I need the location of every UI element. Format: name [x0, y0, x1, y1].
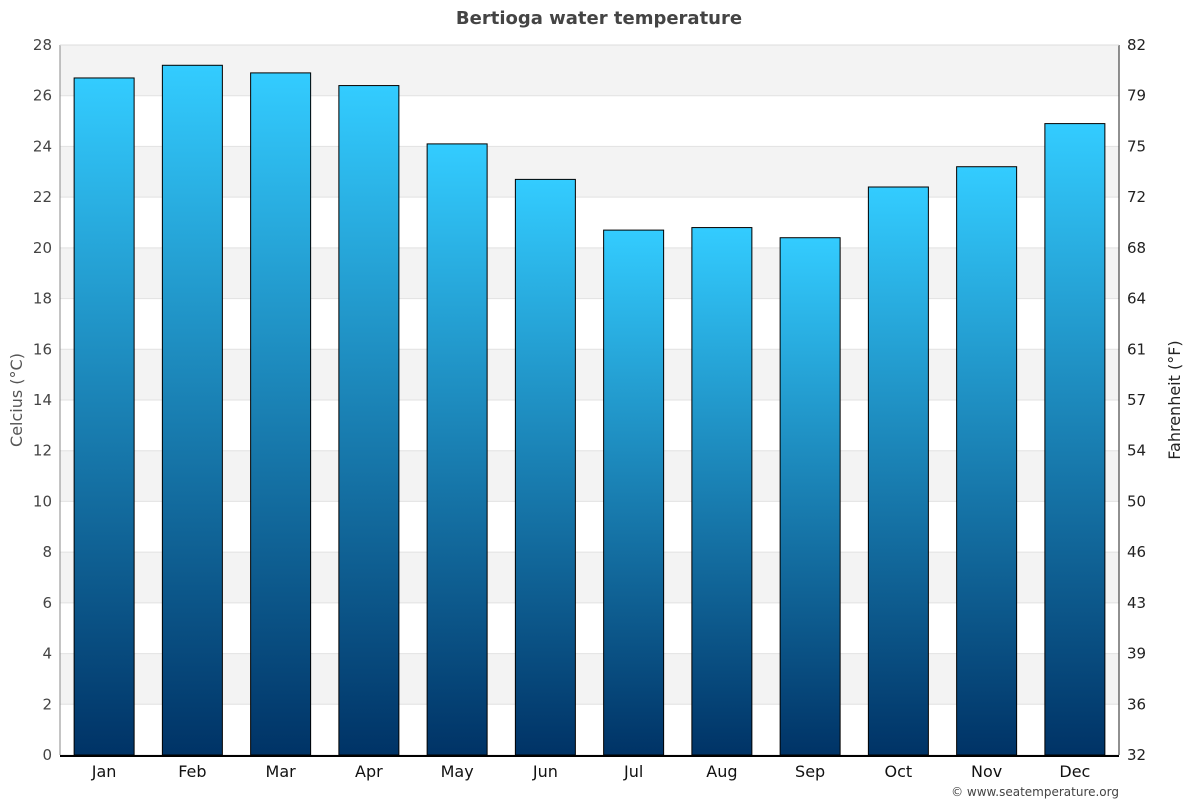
y-tick-label: 6 — [42, 594, 52, 612]
grid-band — [60, 45, 1119, 96]
y-tick-label: 28 — [33, 36, 52, 54]
y-tick-label: 24 — [33, 137, 52, 155]
bar-mar — [250, 72, 312, 756]
y-tick-label: 14 — [33, 391, 52, 409]
x-tick-label: Feb — [178, 762, 206, 781]
y-tick-label-right: 50 — [1127, 492, 1146, 510]
y-tick-label: 4 — [42, 645, 52, 663]
bar-dec — [1044, 123, 1106, 756]
y-tick-label-right: 72 — [1127, 188, 1146, 206]
x-tick-label: Jun — [532, 762, 558, 781]
y-tick-label: 8 — [42, 543, 52, 561]
x-tick-label: Sep — [795, 762, 825, 781]
grid-band — [60, 349, 1119, 400]
y-tick-label-right: 39 — [1127, 645, 1146, 663]
x-tick-label: Dec — [1059, 762, 1090, 781]
y-tick-label: 0 — [42, 746, 52, 764]
credit: © www.seatemperature.org — [951, 785, 1119, 799]
bar-jul — [603, 229, 665, 756]
bar-sep — [779, 237, 841, 756]
x-tick-label: Aug — [706, 762, 737, 781]
y-tick-label: 16 — [33, 340, 52, 358]
y-tick-label-right: 32 — [1127, 746, 1146, 764]
grid-band — [60, 653, 1119, 705]
x-tick-label: Jan — [91, 762, 117, 781]
y-tick-label-right: 68 — [1127, 239, 1146, 257]
x-tick-label: Jul — [623, 762, 643, 781]
bar-may — [426, 143, 488, 756]
grid-band — [60, 247, 1119, 299]
x-tick-label: May — [441, 762, 474, 781]
y-tick-label: 12 — [33, 442, 52, 460]
bar-oct — [867, 186, 929, 756]
y-tick-label-right: 82 — [1127, 36, 1146, 54]
x-tick-label: Mar — [266, 762, 297, 781]
x-tick-label: Apr — [355, 762, 383, 781]
y-tick-label: 18 — [33, 290, 52, 308]
y-tick-label: 22 — [33, 188, 52, 206]
y-tick-label-right: 64 — [1127, 290, 1146, 308]
bar-jun — [514, 178, 576, 756]
chart-title: Bertioga water temperature — [456, 8, 742, 29]
y-tick-label-right: 46 — [1127, 543, 1146, 561]
y-tick-label-right: 79 — [1127, 87, 1146, 105]
grid-band — [60, 450, 1119, 502]
y-axis-label: Celcius (°C) — [7, 353, 26, 447]
y-tick-label-right: 75 — [1127, 137, 1146, 155]
bar-nov — [956, 166, 1018, 756]
y-tick-label: 2 — [42, 695, 52, 713]
bar-aug — [691, 227, 753, 756]
x-tick-label: Nov — [971, 762, 1002, 781]
y-tick-label-right: 61 — [1127, 340, 1146, 358]
x-tick-label: Oct — [885, 762, 913, 781]
y-tick-label-right: 43 — [1127, 594, 1146, 612]
y-tick-label: 26 — [33, 87, 52, 105]
y-tick-label-right: 36 — [1127, 695, 1146, 713]
bar-feb — [161, 64, 223, 756]
y-axis-right-label: Fahrenheit (°F) — [1165, 340, 1184, 459]
bar-jan — [73, 77, 135, 756]
y-tick-label: 20 — [33, 239, 52, 257]
grid-band — [60, 146, 1119, 198]
bar-apr — [338, 85, 400, 756]
grid-band — [60, 552, 1119, 603]
y-tick-label-right: 57 — [1127, 391, 1146, 409]
y-tick-label: 10 — [33, 492, 52, 510]
y-tick-label-right: 54 — [1127, 442, 1146, 460]
